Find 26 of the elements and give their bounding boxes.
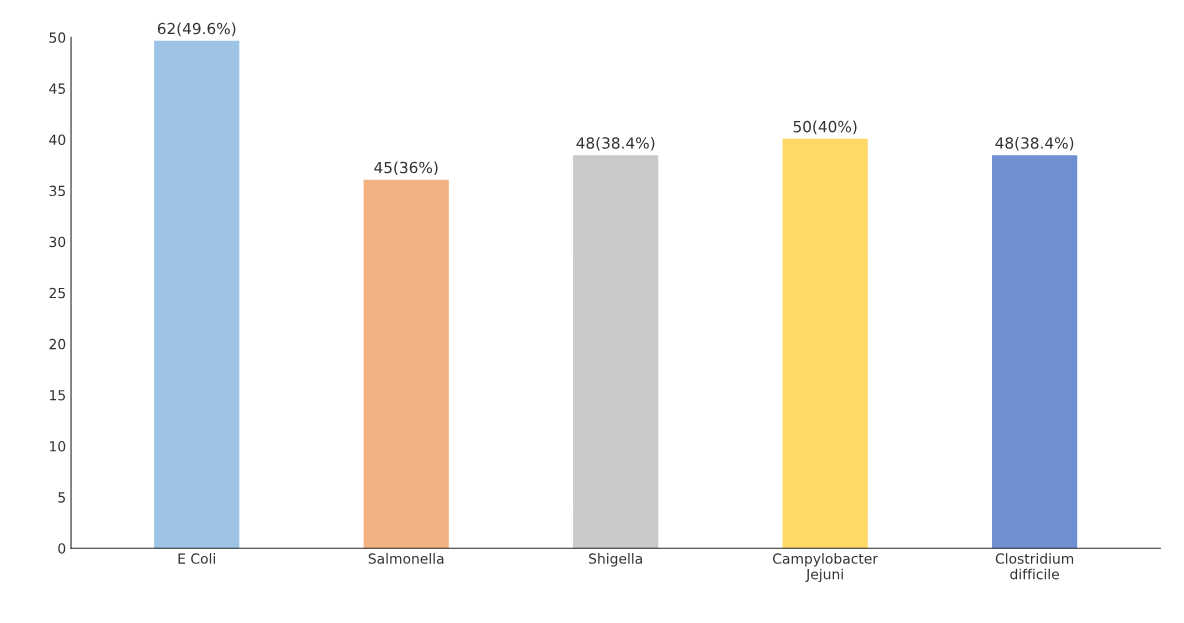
x-tick-label: E Coli [178,553,215,564]
x-tick-label: Campylobacter Jejuni [773,553,879,583]
x-tick-label: Shigella [589,553,642,567]
y-tick-label: 30 [49,236,66,248]
x-tick-label: Clostridium difficile [995,553,1074,580]
y-tick-label: 25 [49,287,65,299]
y-tick-label: 15 [50,390,65,401]
y-tick-label: 35 [49,185,65,197]
y-tick-label: 50 [49,32,66,43]
y-tick-label: 0 [58,543,66,554]
y-tick-label: 40 [49,134,66,146]
bar [782,138,868,549]
data-label: 62(49.6%) [157,22,236,37]
bar [154,40,240,549]
data-label: 50(40%) [793,120,857,135]
y-tick-label: 45 [49,83,65,94]
data-label: 48(38.4%) [995,136,1074,151]
data-label: 45(36%) [374,161,438,176]
bar [363,179,449,549]
y-tick-label: 10 [50,441,66,452]
y-tick-label: 5 [58,492,65,503]
data-label: 48(38.4%) [576,136,655,151]
bar [573,155,659,549]
bar [992,155,1078,549]
y-tick-label: 20 [49,338,66,350]
x-tick-label: Salmonella [368,553,444,564]
